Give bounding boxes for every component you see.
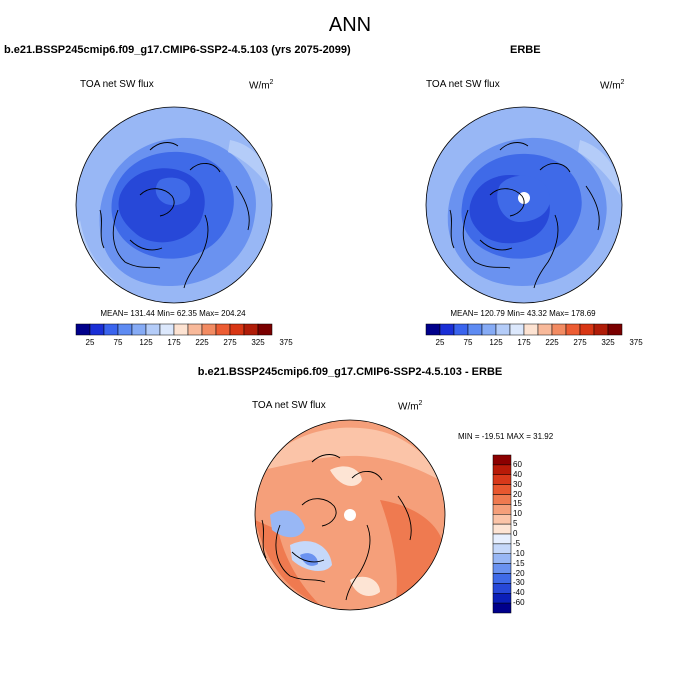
coastlines-map-model [99,142,250,289]
colorbar-panel-1-box [145,323,161,336]
colorbar-panel-1-box [89,323,105,336]
colorbar-diff-tick-label: -20 [513,568,525,578]
colorbar-diff-box [492,533,512,545]
panel-1-units: W/m2 [249,79,274,92]
colorbar-panel-1-tick-label: 25 [85,338,95,347]
colorbar-panel-2-box [467,323,483,336]
colorbar-diff-box [492,464,512,475]
colorbar-diff-box [492,504,512,515]
colorbar-diff-box [492,543,512,554]
map-model [76,107,272,303]
colorbar-diff-tick-label: -40 [513,588,525,598]
colorbar-panel-2-tick-label: 325 [601,338,615,347]
panel-2-units: W/m2 [600,79,625,92]
colorbar-panel-1-box [243,323,259,336]
colorbar-panel-1-tick-label: 175 [167,338,181,347]
map-erbe [426,107,622,303]
colorbar-diff-tick-label: -30 [513,578,525,588]
colorbar-panel-2-box [523,323,539,336]
colorbar-panel-1-tick-label: 325 [251,338,265,347]
colorbar-panel-2-box [593,323,609,336]
coastlines-map-erbe [449,142,600,289]
colorbar-panel-1-tick-label: 75 [113,338,123,347]
diff-panel-stats: MIN = -19.51 MAX = 31.92 [458,432,554,441]
colorbar-panel-2-box [509,323,525,336]
colorbar-diff-box [492,523,512,535]
colorbar-diff-tick-label: 20 [513,489,522,499]
colorbar-panel-1 [75,323,273,336]
panel-2-title: ERBE [510,44,541,56]
diff-panel-title: b.e21.BSSP245cmip6.f09_g17.CMIP6-SSP2-4.… [197,366,503,378]
colorbar-panel-2-box [439,323,455,336]
panel-1-stats: MEAN= 131.44 Min= 62.35 Max= 204.24 [100,309,246,318]
colorbar-panel-2 [425,323,623,336]
colorbar-panel-2-box [425,323,441,336]
colorbar-diff-box [492,494,512,505]
colorbar-diff-tick-label: -60 [513,598,525,608]
colorbar-panel-1-box [187,323,203,336]
diff-panel-variable: TOA net SW flux [252,400,326,411]
colorbar-panel-1-tick-label: 225 [195,338,209,347]
colorbar-diff-tick-label: -10 [513,548,525,558]
colorbar-diff-box [492,484,512,495]
colorbar-panel-1-tick-label: 375 [279,338,293,347]
colorbar-panel-2-box [551,323,567,336]
colorbar-panel-1-box [131,323,147,336]
colorbar-panel-2-box [481,323,497,336]
colorbar-diff-tick-label: 10 [513,509,522,519]
colorbar-panel-2-tick-label: 175 [517,338,531,347]
colorbar-diff-box [492,474,512,485]
colorbar-diff-tick-label: 15 [513,499,522,509]
colorbar-panel-2-box [565,323,581,336]
colorbar-panel-2-box [537,323,553,336]
colorbar-panel-2-box [607,323,623,336]
colorbar-panel-1-tick-label: 275 [223,338,237,347]
colorbar-panel-2-tick-label: 375 [629,338,643,347]
colorbar-panel-2-tick-label: 125 [489,338,503,347]
colorbar-diff-tick-label: 5 [513,519,518,529]
colorbar-panel-1-box [75,323,91,336]
coastlines-map-difference [261,454,412,601]
colorbar-panel-1-box [117,323,133,336]
panel-2-variable: TOA net SW flux [426,79,500,90]
colorbar-panel-2-tick-label: 225 [545,338,559,347]
colorbar-panel-1-box [201,323,217,336]
colorbar-panel-2-box [453,323,469,336]
colorbar-diff-tick-label: 40 [513,469,522,479]
colorbar-diff [492,454,512,614]
colorbar-panel-2-box [495,323,511,336]
colorbar-panel-1-box [103,323,119,336]
colorbar-diff-box [492,514,512,525]
colorbar-panel-2-tick-label: 25 [435,338,445,347]
colorbar-panel-2-box [579,323,595,336]
colorbar-panel-1-box [159,323,175,336]
panel-2-stats: MEAN= 120.79 Min= 43.32 Max= 178.69 [450,309,596,318]
colorbar-panel-1-box [215,323,231,336]
colorbar-panel-1-box [229,323,245,336]
colorbar-panel-2-tick-label: 75 [463,338,473,347]
colorbar-diff-box [492,553,512,564]
colorbar-diff-tick-label: 30 [513,479,522,489]
colorbar-diff-box [492,563,512,574]
panel-1-variable: TOA net SW flux [80,79,154,90]
colorbar-diff-box [492,583,512,594]
colorbar-diff-tick-label: -15 [513,558,525,568]
colorbar-diff-box [492,602,512,614]
colorbar-diff-tick-label: 60 [513,459,522,469]
diff-panel-units: W/m2 [398,400,423,413]
colorbar-diff-tick-label: 0 [513,529,518,538]
colorbar-diff-box [492,573,512,584]
figure-title: ANN [328,14,372,36]
colorbar-diff-box [492,593,512,604]
map-difference [255,420,445,610]
colorbar-panel-2-tick-label: 275 [573,338,587,347]
colorbar-panel-1-tick-label: 125 [139,338,153,347]
colorbar-diff-tick-label: -5 [513,538,521,548]
colorbar-diff-box [492,454,512,466]
colorbar-panel-1-box [173,323,189,336]
panel-1-title: b.e21.BSSP245cmip6.f09_g17.CMIP6-SSP2-4.… [4,44,351,56]
colorbar-panel-1-box [257,323,273,336]
